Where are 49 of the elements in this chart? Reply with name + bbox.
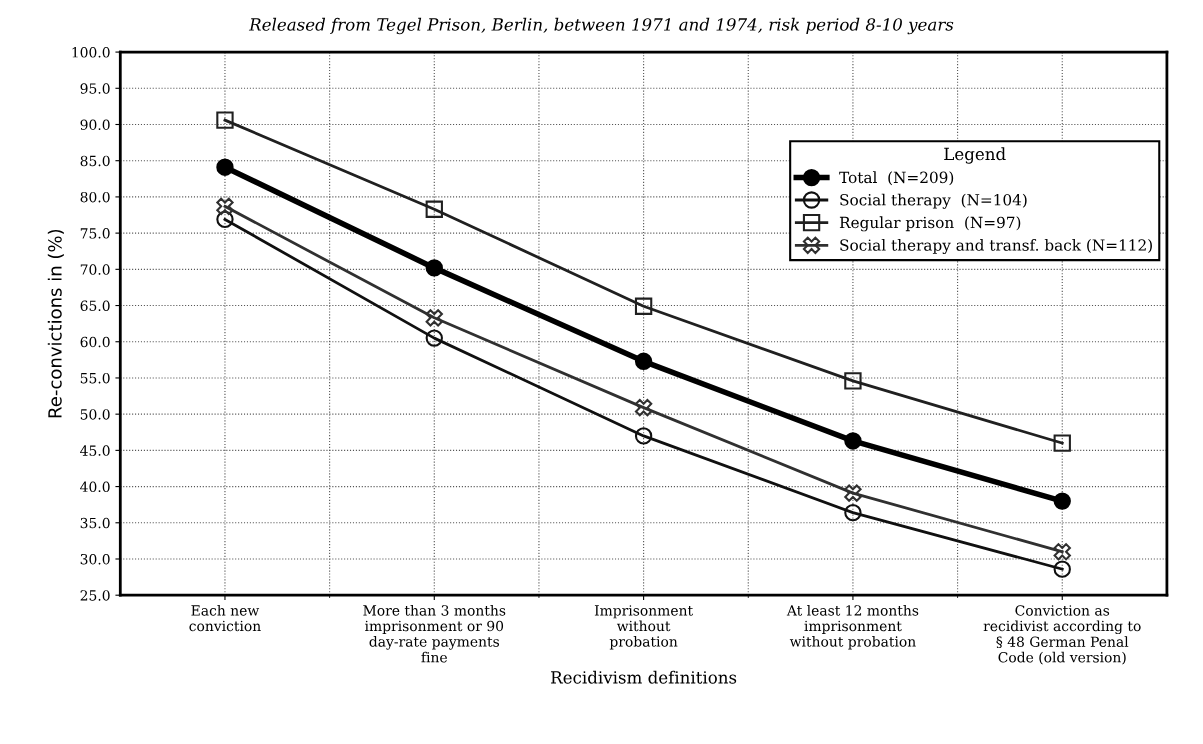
- x-axis-title: Recidivism definitions: [551, 670, 737, 684]
- y-tick-label: 80.0: [80, 191, 110, 203]
- y-tick-label: 85.0: [80, 155, 110, 167]
- point: [1053, 434, 1071, 452]
- point: [425, 309, 443, 327]
- point: [634, 398, 653, 417]
- y-tick-label: 35.0: [80, 517, 110, 529]
- legend-label: Social therapy and transf. back (N=112): [840, 239, 1152, 255]
- legend-label: Total (N=209): [839, 171, 954, 186]
- point: [1053, 543, 1071, 561]
- y-tick-label: 65.0: [80, 300, 110, 312]
- point: [425, 200, 443, 218]
- y-tick-label: 45.0: [80, 445, 110, 456]
- point: [216, 111, 234, 129]
- point: [634, 427, 653, 445]
- legend-title: Legend: [944, 147, 1006, 164]
- y-axis-title: Re-convictions in (%): [47, 229, 64, 418]
- point: [844, 484, 862, 502]
- x-tick-label: More than 3 months imprisonment or 90 day-rate payments fine: [363, 604, 506, 663]
- point: [425, 259, 443, 277]
- x-tick-label: Conviction as recidivist according to § 48 German Penal Code (old version): [983, 605, 1141, 665]
- y-tick-label: 60.0: [80, 336, 110, 348]
- y-tick-label: 75.0: [80, 228, 110, 239]
- y-tick-label: 95.0: [80, 83, 110, 94]
- point: [844, 432, 862, 450]
- point: [1053, 560, 1071, 578]
- legend-label: Social therapy (N=104): [840, 193, 1027, 209]
- y-tick-label: 100.0: [72, 47, 110, 58]
- point: [216, 197, 234, 216]
- y-tick-label: 30.0: [80, 553, 110, 565]
- y-tick-label: 70.0: [80, 264, 110, 275]
- point: [844, 372, 862, 390]
- y-tick-label: 50.0: [80, 409, 110, 420]
- point: [216, 158, 234, 176]
- y-tick-label: 55.0: [80, 372, 110, 384]
- chart-title: Released from Tegel Prison, Berlin, between 1971 and 1974, risk period 8-10 years: [248, 17, 954, 35]
- point: [425, 329, 443, 347]
- point: [634, 352, 653, 370]
- point: [634, 297, 653, 315]
- x-tick-label: At least 12 months imprisonment without probation: [786, 604, 919, 650]
- y-tick-label: 90.0: [80, 119, 110, 130]
- x-tick-label: Each new conviction: [189, 604, 261, 632]
- y-tick-label: 25.0: [80, 590, 110, 601]
- point: [844, 503, 862, 522]
- point: [1053, 492, 1071, 510]
- x-tick-label: Imprisonment without probation: [594, 605, 693, 650]
- legend-label: Regular prison (N=97): [839, 216, 1021, 232]
- point: [216, 210, 234, 229]
- y-tick-label: 40.0: [80, 481, 110, 493]
